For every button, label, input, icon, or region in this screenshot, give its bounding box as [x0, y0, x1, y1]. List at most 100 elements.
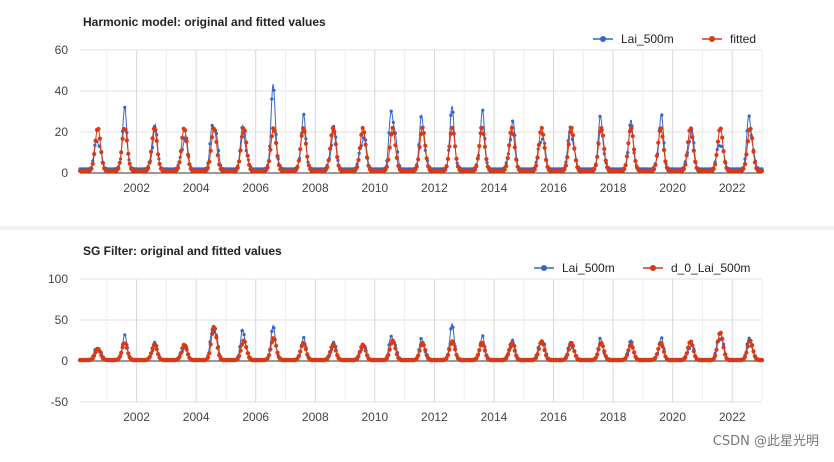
harmonic-point-1	[366, 163, 371, 168]
harmonic-point-1	[603, 158, 608, 163]
harmonic-point-1	[235, 165, 240, 170]
sg-filter-point-0	[242, 333, 246, 337]
harmonic-point-1	[245, 153, 250, 158]
harmonic-point-1	[237, 159, 242, 164]
harmonic-point-1	[396, 163, 401, 168]
harmonic-point-1	[602, 146, 607, 152]
harmonic-point-1	[651, 167, 657, 172]
sg-filter-point-1	[217, 353, 222, 358]
harmonic-point-0	[302, 112, 306, 116]
sg-filter-point-1	[534, 355, 539, 360]
sg-filter-point-1	[387, 347, 392, 352]
sg-filter-point-1	[715, 339, 721, 344]
sg-filter-point-1	[453, 347, 458, 352]
harmonic-point-1	[721, 149, 726, 154]
harmonic-point-1	[750, 136, 755, 141]
sg-filter-point-1	[302, 342, 307, 347]
sg-filter-point-1	[394, 352, 399, 357]
harmonic-point-0	[747, 114, 751, 118]
harmonic-point-1	[633, 158, 638, 164]
sg-filter-point-1	[269, 340, 274, 345]
harmonic-point-0	[391, 120, 395, 124]
harmonic-point-1	[187, 162, 192, 167]
sg-filter-point-1	[742, 354, 748, 360]
sg-filter-point-1	[384, 356, 389, 361]
harmonic-xtick-label: 2004	[183, 181, 210, 195]
harmonic-point-1	[296, 158, 301, 163]
harmonic-point-1	[93, 138, 98, 143]
harmonic-point-1	[477, 143, 482, 149]
harmonic-point-1	[539, 125, 544, 131]
sg-filter-point-1	[245, 351, 250, 356]
sg-filter-xtick-label: 2022	[719, 410, 746, 424]
harmonic-point-1	[542, 145, 547, 150]
harmonic-legend-marker-1	[709, 36, 715, 42]
sg-filter-point-1	[148, 351, 154, 356]
sg-filter-point-1	[180, 346, 185, 351]
sg-filter-point-1	[624, 352, 630, 357]
harmonic-point-1	[359, 132, 364, 137]
harmonic-chart-svg: 0 20 40 60 2002 2004 2006 2008 2010 2012 2014 2016 2…	[55, 32, 765, 195]
harmonic-point-1	[127, 161, 132, 166]
sg-filter-point-1	[602, 349, 607, 354]
harmonic-point-1	[627, 129, 633, 134]
harmonic-point-1	[265, 165, 270, 170]
harmonic-point-0	[419, 115, 423, 119]
harmonic-point-1	[416, 157, 421, 162]
sg-filter-point-1	[593, 355, 598, 360]
harmonic-point-1	[333, 142, 338, 147]
sg-filter-point-1	[124, 345, 129, 350]
harmonic-point-1	[504, 163, 509, 169]
harmonic-point-1	[177, 160, 182, 165]
harmonic-point-1	[693, 159, 698, 164]
sg-filter-point-0	[598, 336, 602, 340]
harmonic-xtick-label: 2020	[659, 181, 686, 195]
harmonic-point-1	[89, 166, 94, 171]
harmonic-point-1	[272, 129, 277, 134]
harmonic-point-1	[92, 151, 97, 157]
sg-filter-point-1	[296, 354, 301, 359]
harmonic-point-1	[741, 166, 746, 171]
sg-filter-point-0	[270, 329, 274, 333]
harmonic-point-1	[210, 135, 215, 140]
sg-filter-point-1	[177, 354, 182, 360]
harmonic-point-1	[146, 166, 151, 171]
sg-filter-point-1	[654, 352, 660, 357]
harmonic-point-1	[480, 125, 485, 130]
harmonic-point-1	[99, 150, 104, 155]
sg-filter-xtick-label: 2006	[242, 410, 269, 424]
harmonic-point-1	[481, 131, 486, 136]
harmonic-point-1	[597, 129, 603, 134]
harmonic-point-1	[386, 157, 391, 162]
sg-filter-point-1	[156, 352, 161, 357]
sg-filter-point-1	[117, 354, 122, 359]
sg-filter-point-1	[447, 347, 452, 352]
harmonic-point-1	[593, 163, 598, 168]
sg-filter-point-1	[690, 343, 695, 348]
harmonic-point-0	[719, 144, 724, 148]
sg-filter-point-1	[536, 346, 542, 351]
sg-filter-point-1	[748, 338, 753, 343]
harmonic-point-1	[420, 125, 425, 130]
harmonic-point-1	[536, 142, 542, 147]
sg-filter-point-1	[475, 353, 480, 358]
sg-filter-point-1	[424, 353, 429, 358]
harmonic-point-1	[185, 152, 191, 157]
sg-filter-point-1	[507, 347, 512, 353]
sg-filter-point-1	[275, 350, 280, 355]
sg-filter-point-1	[305, 352, 310, 357]
harmonic-point-1	[301, 126, 306, 131]
harmonic-point-1	[688, 126, 694, 131]
harmonic-xtick-label: 2006	[242, 181, 269, 195]
harmonic-point-1	[444, 164, 449, 169]
sg-filter-point-1	[298, 349, 303, 354]
sg-filter-xtick-label: 2020	[659, 410, 686, 424]
harmonic-point-0	[123, 105, 127, 109]
sg-filter-point-1	[328, 350, 333, 355]
sg-filter-point-1	[207, 351, 212, 356]
harmonic-point-1	[681, 166, 687, 172]
harmonic-point-1	[472, 167, 478, 172]
harmonic-point-1	[100, 160, 105, 165]
harmonic-point-1	[357, 146, 362, 151]
harmonic-point-1	[659, 126, 664, 131]
